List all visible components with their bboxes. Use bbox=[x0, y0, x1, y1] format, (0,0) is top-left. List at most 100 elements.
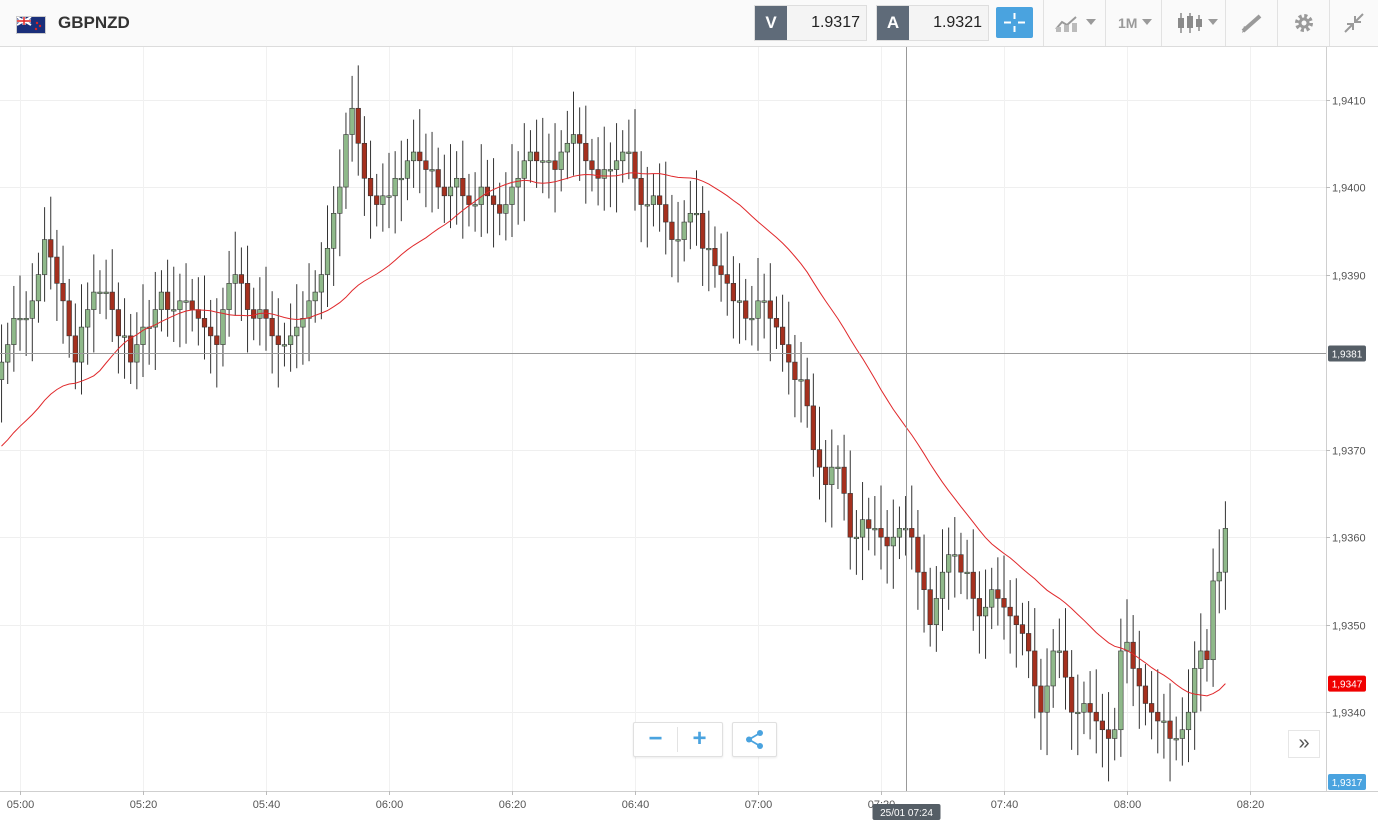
price-chart[interactable]: 1,9410 1,9400 1,9390 1,9370 1,9360 1,9350 1,93… bbox=[0, 47, 1378, 822]
candle-body bbox=[872, 528, 878, 531]
candle bbox=[853, 510, 859, 575]
candle-body bbox=[1155, 711, 1161, 722]
candle-body bbox=[374, 195, 380, 205]
candle-body bbox=[989, 589, 995, 608]
candle-body bbox=[816, 449, 823, 468]
candle-body bbox=[269, 318, 275, 337]
crosshair-icon bbox=[1004, 13, 1025, 32]
candle bbox=[349, 75, 355, 162]
candle bbox=[208, 299, 214, 374]
candle bbox=[263, 266, 269, 351]
chart-type-button[interactable] bbox=[1043, 0, 1105, 46]
candle-body bbox=[472, 204, 478, 207]
candle bbox=[693, 170, 700, 246]
candle bbox=[35, 252, 42, 323]
candle bbox=[546, 133, 552, 199]
candle bbox=[921, 534, 927, 633]
candle bbox=[995, 557, 1001, 626]
candle bbox=[441, 154, 447, 223]
candle bbox=[564, 110, 570, 180]
candle bbox=[392, 151, 398, 234]
crosshair-button[interactable] bbox=[996, 7, 1033, 38]
candle-body bbox=[300, 318, 306, 328]
candle bbox=[755, 257, 761, 351]
candle-body bbox=[995, 589, 1001, 599]
candle-body bbox=[706, 248, 712, 251]
timeframe-button[interactable]: 1M bbox=[1105, 0, 1161, 46]
share-button[interactable] bbox=[732, 722, 777, 757]
candle-body bbox=[552, 160, 558, 170]
candle-body bbox=[958, 554, 964, 573]
candle bbox=[165, 259, 171, 337]
candle bbox=[195, 277, 201, 346]
current-price-tag-bg bbox=[1328, 774, 1366, 790]
candle-body bbox=[490, 195, 497, 205]
candle-body bbox=[595, 169, 601, 179]
candle-body bbox=[177, 300, 183, 310]
candle bbox=[1204, 629, 1210, 682]
toolbar: GBPNZD V 1.9317 A 1.9321 1M bbox=[0, 0, 1378, 47]
x-tick-label: 06:20 bbox=[499, 799, 527, 811]
candle-body bbox=[730, 283, 736, 302]
candle bbox=[823, 440, 829, 523]
crosshair: 25/01 07:24 bbox=[0, 47, 1326, 820]
candle bbox=[841, 434, 847, 521]
candle bbox=[300, 291, 306, 365]
candle bbox=[410, 119, 417, 188]
ma-value-tag-text: 1,9347 bbox=[1332, 680, 1363, 691]
candle bbox=[952, 517, 958, 598]
zoom-out-button[interactable]: − bbox=[648, 725, 663, 752]
candle bbox=[687, 180, 693, 250]
candle-body bbox=[478, 186, 484, 205]
candle bbox=[189, 278, 195, 332]
candle bbox=[0, 324, 5, 423]
candle-body bbox=[0, 361, 5, 380]
candle bbox=[620, 130, 626, 183]
settings-button[interactable] bbox=[1277, 0, 1329, 46]
price-axis-bg bbox=[1326, 47, 1378, 791]
scroll-right-button[interactable]: » bbox=[1288, 730, 1320, 758]
candle bbox=[460, 140, 466, 239]
candle bbox=[478, 144, 484, 237]
candle-body bbox=[829, 466, 835, 485]
candle bbox=[367, 140, 374, 239]
candle bbox=[749, 285, 755, 346]
candle bbox=[91, 254, 97, 353]
current-price-tag-text: 1,9317 bbox=[1332, 778, 1363, 789]
collapse-button[interactable] bbox=[1329, 0, 1378, 46]
zoom-in-button[interactable]: + bbox=[692, 725, 707, 752]
candle-body bbox=[853, 536, 859, 539]
x-tick-label: 05:00 bbox=[7, 799, 35, 811]
candle bbox=[152, 271, 158, 370]
candle-style-button[interactable] bbox=[1161, 0, 1225, 46]
candle bbox=[60, 245, 66, 344]
candle bbox=[767, 263, 773, 362]
candle-body bbox=[103, 291, 109, 294]
draw-tools-button[interactable] bbox=[1225, 0, 1277, 46]
zoom-controls: − + bbox=[633, 722, 723, 757]
chart-type-icon bbox=[1055, 16, 1077, 32]
candle bbox=[1007, 580, 1013, 654]
candle bbox=[736, 263, 743, 344]
buy-quote-button[interactable]: A 1.9321 bbox=[876, 5, 989, 41]
candle bbox=[626, 119, 632, 180]
sell-quote-button[interactable]: V 1.9317 bbox=[754, 5, 867, 41]
candle-body bbox=[11, 318, 17, 345]
candle bbox=[466, 173, 472, 227]
candle bbox=[128, 313, 134, 384]
candle bbox=[878, 485, 884, 570]
candle-body bbox=[1081, 703, 1087, 713]
candle-body bbox=[244, 283, 251, 310]
candle bbox=[54, 229, 60, 321]
candle-body bbox=[1038, 685, 1044, 713]
candle bbox=[29, 263, 35, 362]
buy-price: 1.9321 bbox=[933, 14, 982, 31]
candle bbox=[1118, 618, 1124, 757]
candle bbox=[835, 445, 841, 490]
candle bbox=[312, 270, 318, 323]
gb-nz-flag-icon bbox=[16, 16, 46, 34]
candle-body bbox=[66, 300, 72, 337]
candle-body bbox=[823, 466, 829, 485]
candle bbox=[423, 133, 429, 208]
candle-body bbox=[847, 493, 853, 538]
